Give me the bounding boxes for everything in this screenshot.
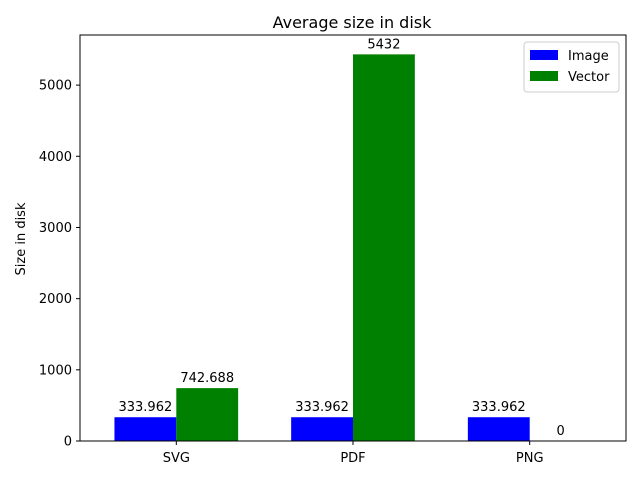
axes-layer: 0 1000 2000 3000 4000 5000 SVG PDF PNG	[39, 34, 627, 466]
legend-label-vector: Vector	[568, 70, 610, 85]
chart-title: Average size in disk	[273, 13, 433, 32]
x-tick-label-png: PNG	[516, 451, 544, 466]
bar-image-svg	[114, 417, 177, 441]
legend-label-image: Image	[568, 49, 609, 64]
data-label-image-svg: 333.962	[118, 400, 172, 415]
y-tick-label-0: 0	[64, 435, 72, 450]
data-label-vector-svg: 742.688	[180, 371, 234, 386]
y-tick-label-2000: 2000	[39, 292, 72, 307]
data-label-image-pdf: 333.962	[295, 400, 349, 415]
bar-image-png	[467, 417, 530, 441]
x-tick-label-svg: SVG	[163, 451, 190, 466]
bar-image-pdf	[291, 417, 353, 441]
data-label-image-png: 333.962	[472, 400, 526, 415]
y-axis-label: Size in disk	[14, 202, 29, 275]
legend-swatch-image	[530, 50, 558, 60]
data-label-vector-pdf: 5432	[367, 37, 400, 52]
y-tick-label-1000: 1000	[39, 363, 72, 378]
y-tick-label-4000: 4000	[39, 150, 72, 165]
bar-vector-pdf	[353, 54, 415, 442]
y-tick-label-3000: 3000	[39, 221, 72, 236]
legend-swatch-vector	[530, 71, 558, 81]
data-label-vector-png: 0	[556, 424, 564, 439]
legend: Image Vector	[523, 41, 620, 93]
y-tick-label-5000: 5000	[39, 79, 72, 94]
x-tick-label-pdf: PDF	[340, 451, 365, 466]
bar-vector-svg	[176, 388, 239, 441]
bars-layer	[114, 54, 530, 442]
data-labels-layer: 333.962 333.962 333.962 742.688 5432 0	[118, 37, 564, 439]
